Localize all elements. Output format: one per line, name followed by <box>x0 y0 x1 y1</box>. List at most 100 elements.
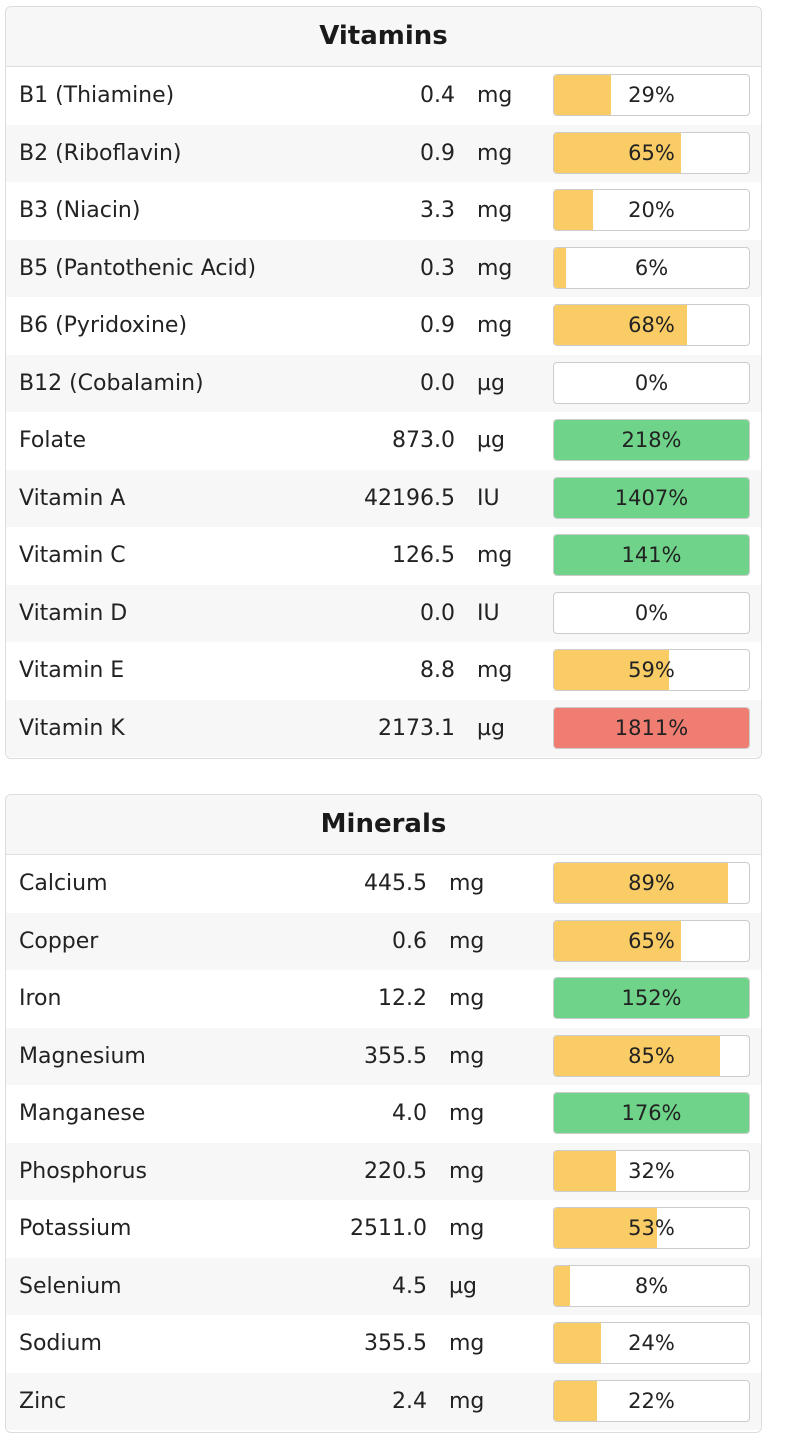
vitamins-rows: B1 (Thiamine) 0.4 mg 29% B2 (Riboflavin) 0.9 m… <box>6 67 761 757</box>
nutrient-amount: 2511.0 <box>350 1216 427 1241</box>
daily-value-bar-fill <box>554 1323 601 1363</box>
nutrient-name: Manganese <box>19 1101 146 1126</box>
daily-value-bar: 29% <box>553 74 750 116</box>
daily-value-bar: 141% <box>553 534 750 576</box>
nutrient-amount: 0.3 <box>420 255 455 281</box>
daily-value-bar: 20% <box>553 189 750 231</box>
nutrient-row: Vitamin D 0.0 IU 0% <box>6 584 761 642</box>
nutrient-row: Iron 12.2 mg 152% <box>6 970 761 1028</box>
daily-value-percent: 141% <box>621 543 682 567</box>
nutrient-unit: mg <box>449 928 485 954</box>
nutrient-unit: mg <box>477 313 513 338</box>
daily-value-bar: 65% <box>553 919 750 962</box>
nutrient-amount: 0.0 <box>420 370 455 396</box>
nutrient-row: Copper 0.6 mg 65% <box>6 912 761 970</box>
nutrient-name: B12 (Cobalamin) <box>19 370 204 396</box>
nutrient-amount: 12.2 <box>378 986 427 1011</box>
nutrient-row: Calcium 445.5 mg 89% <box>6 855 761 913</box>
daily-value-bar-fill <box>554 477 749 518</box>
daily-value-bar-fill <box>554 650 670 690</box>
daily-value-bar: 176% <box>553 1092 750 1134</box>
daily-value-percent: 24% <box>628 1331 675 1355</box>
nutrient-amount: 220.5 <box>364 1158 427 1184</box>
nutrient-amount: 126.5 <box>392 543 455 568</box>
nutrient-amount: 355.5 <box>364 1331 427 1356</box>
nutrient-row: B1 (Thiamine) 0.4 mg 29% <box>6 67 761 125</box>
nutrient-amount: 0.9 <box>420 313 455 338</box>
nutrient-unit: mg <box>477 83 513 108</box>
nutrient-name: Phosphorus <box>19 1158 147 1184</box>
nutrient-name: Sodium <box>19 1331 102 1356</box>
daily-value-bar: 89% <box>553 862 750 904</box>
nutrient-name: B6 (Pyridoxine) <box>19 313 188 338</box>
daily-value-percent: 152% <box>621 986 682 1010</box>
daily-value-percent: 6% <box>634 255 669 280</box>
nutrient-unit: mg <box>477 255 513 281</box>
nutrient-name: Potassium <box>19 1216 132 1241</box>
daily-value-percent: 32% <box>628 1158 675 1183</box>
nutrient-amount: 355.5 <box>364 1043 427 1069</box>
daily-value-percent: 89% <box>628 871 675 895</box>
nutrient-unit: mg <box>449 1158 485 1184</box>
daily-value-percent: 59% <box>628 658 675 682</box>
nutrient-amount: 42196.5 <box>364 485 455 511</box>
daily-value-percent: 20% <box>628 198 675 222</box>
nutrient-row: B3 (Niacin) 3.3 mg 20% <box>6 182 761 240</box>
daily-value-bar-fill <box>554 978 749 1018</box>
nutrient-amount: 0.4 <box>420 83 455 108</box>
nutrient-name: Vitamin K <box>19 715 125 741</box>
daily-value-bar: 68% <box>553 304 750 346</box>
nutrient-amount: 445.5 <box>364 871 427 896</box>
nutrient-amount: 0.0 <box>420 600 455 626</box>
daily-value-bar-fill <box>554 1093 749 1133</box>
nutrient-unit: mg <box>477 543 513 568</box>
nutrient-row: Vitamin E 8.8 mg 59% <box>6 642 761 700</box>
daily-value-bar: 1407% <box>553 476 750 519</box>
nutrient-name: Iron <box>19 986 62 1011</box>
vitamins-panel: Vitamins B1 (Thiamine) 0.4 mg 29% B2 (Ribofl… <box>5 6 762 759</box>
daily-value-bar-fill <box>554 190 593 230</box>
daily-value-bar-fill <box>554 1208 658 1248</box>
nutrient-name: Vitamin E <box>19 658 125 683</box>
daily-value-percent: 218% <box>621 428 682 452</box>
nutrient-unit: mg <box>449 1388 485 1414</box>
daily-value-bar: 24% <box>553 1322 750 1364</box>
daily-value-bar-fill <box>554 707 749 748</box>
nutrient-name: Calcium <box>19 871 108 896</box>
daily-value-bar: 0% <box>553 361 750 404</box>
daily-value-percent: 65% <box>628 928 675 953</box>
nutrient-amount: 4.5 <box>392 1273 427 1299</box>
nutrient-amount: 8.8 <box>420 658 455 683</box>
daily-value-bar: 8% <box>553 1264 750 1307</box>
daily-value-bar-fill <box>554 420 749 460</box>
vitamins-title: Vitamins <box>6 7 761 67</box>
nutrient-name: Vitamin D <box>19 600 128 626</box>
nutrient-name: B3 (Niacin) <box>19 198 141 223</box>
nutrient-unit: mg <box>449 1101 485 1126</box>
nutrient-row: Zinc 2.4 mg 22% <box>6 1372 761 1430</box>
daily-value-bar: 1811% <box>553 706 750 749</box>
nutrient-row: Potassium 2511.0 mg 53% <box>6 1200 761 1258</box>
nutrient-row: Manganese 4.0 mg 176% <box>6 1085 761 1143</box>
nutrient-unit: µg <box>477 428 505 453</box>
nutrient-amount: 3.3 <box>420 198 455 223</box>
nutrient-amount: 0.6 <box>392 928 427 954</box>
daily-value-bar-fill <box>554 75 611 115</box>
nutrient-row: Vitamin K 2173.1 µg 1811% <box>6 699 761 757</box>
nutrient-row: Phosphorus 220.5 mg 32% <box>6 1142 761 1200</box>
daily-value-bar: 59% <box>553 649 750 691</box>
daily-value-bar-fill <box>554 305 687 345</box>
daily-value-bar-fill <box>554 1380 597 1421</box>
nutrient-name: Selenium <box>19 1273 122 1299</box>
nutrient-unit: mg <box>449 986 485 1011</box>
daily-value-percent: 22% <box>628 1388 675 1413</box>
daily-value-percent: 68% <box>628 313 675 337</box>
daily-value-percent: 29% <box>628 83 675 107</box>
daily-value-bar-fill <box>554 1265 570 1306</box>
nutrient-unit: mg <box>477 140 513 166</box>
daily-value-percent: 176% <box>621 1101 682 1125</box>
nutrient-name: B1 (Thiamine) <box>19 83 175 108</box>
daily-value-bar: 85% <box>553 1034 750 1077</box>
nutrient-amount: 2173.1 <box>378 715 455 741</box>
nutrient-name: B5 (Pantothenic Acid) <box>19 255 257 281</box>
